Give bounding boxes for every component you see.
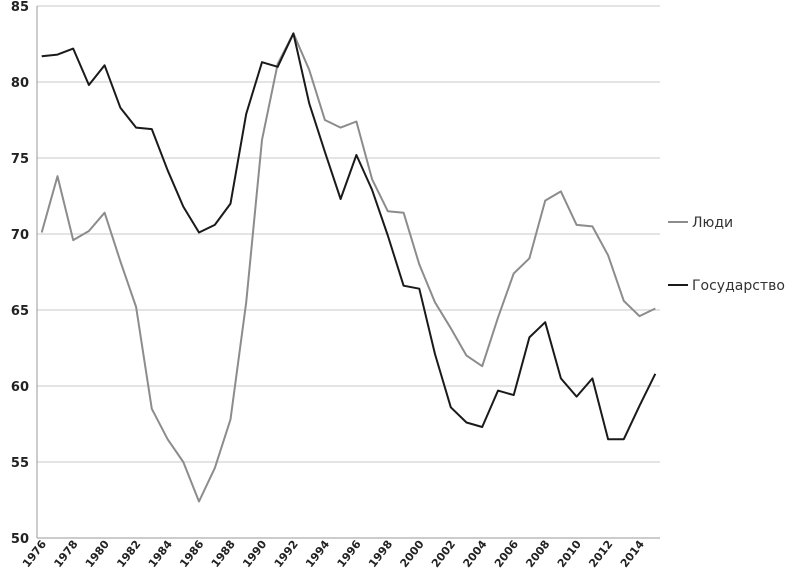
series-line-0 [40,32,656,503]
y-tick-label: 60 [11,380,29,395]
y-tick-labels: 50 55 60 65 70 75 80 85 [11,0,29,547]
y-tick-label: 85 [11,0,29,15]
x-tick-label: 1990 [240,538,269,570]
x-tick-label: 2014 [618,538,647,570]
x-tick-label: 1992 [272,538,301,570]
x-tick-label: 1986 [177,538,206,570]
x-tick-labels: 1976 1978 1980 1982 1984 1986 1988 1990 1992 1994… [20,538,647,570]
y-tick-label: 50 [11,532,29,547]
x-tick-label: 1980 [83,538,112,570]
x-tick-label: 1982 [114,538,143,570]
y-tick-label: 65 [11,304,29,319]
y-tick-label: 80 [11,76,29,91]
x-tick-label: 2012 [586,538,615,570]
axes [36,6,660,539]
x-tick-label: 2000 [398,538,427,570]
gridlines [37,5,660,539]
x-tick-label: 1998 [366,538,395,570]
y-tick-label: 70 [11,228,29,243]
series-line-1 [41,32,657,441]
legend-label: Люди [692,215,733,231]
x-tick-label: 1984 [146,538,175,570]
x-tick-label: 1996 [335,538,364,570]
y-tick-label: 75 [11,152,29,167]
x-tick-label: 1994 [303,538,332,570]
x-tick-label: 2008 [523,538,552,570]
x-tick-label: 2004 [460,538,489,570]
x-tick-label: 2002 [429,538,458,570]
x-tick-label: 2010 [555,538,584,570]
legend: Люди Государство [668,215,785,294]
series-lines [40,32,657,503]
x-tick-label: 1988 [209,538,238,570]
x-tick-label: 2006 [492,538,521,570]
y-tick-label: 55 [11,456,29,471]
x-tick-label: 1978 [51,538,80,570]
legend-label: Государство [692,278,785,294]
